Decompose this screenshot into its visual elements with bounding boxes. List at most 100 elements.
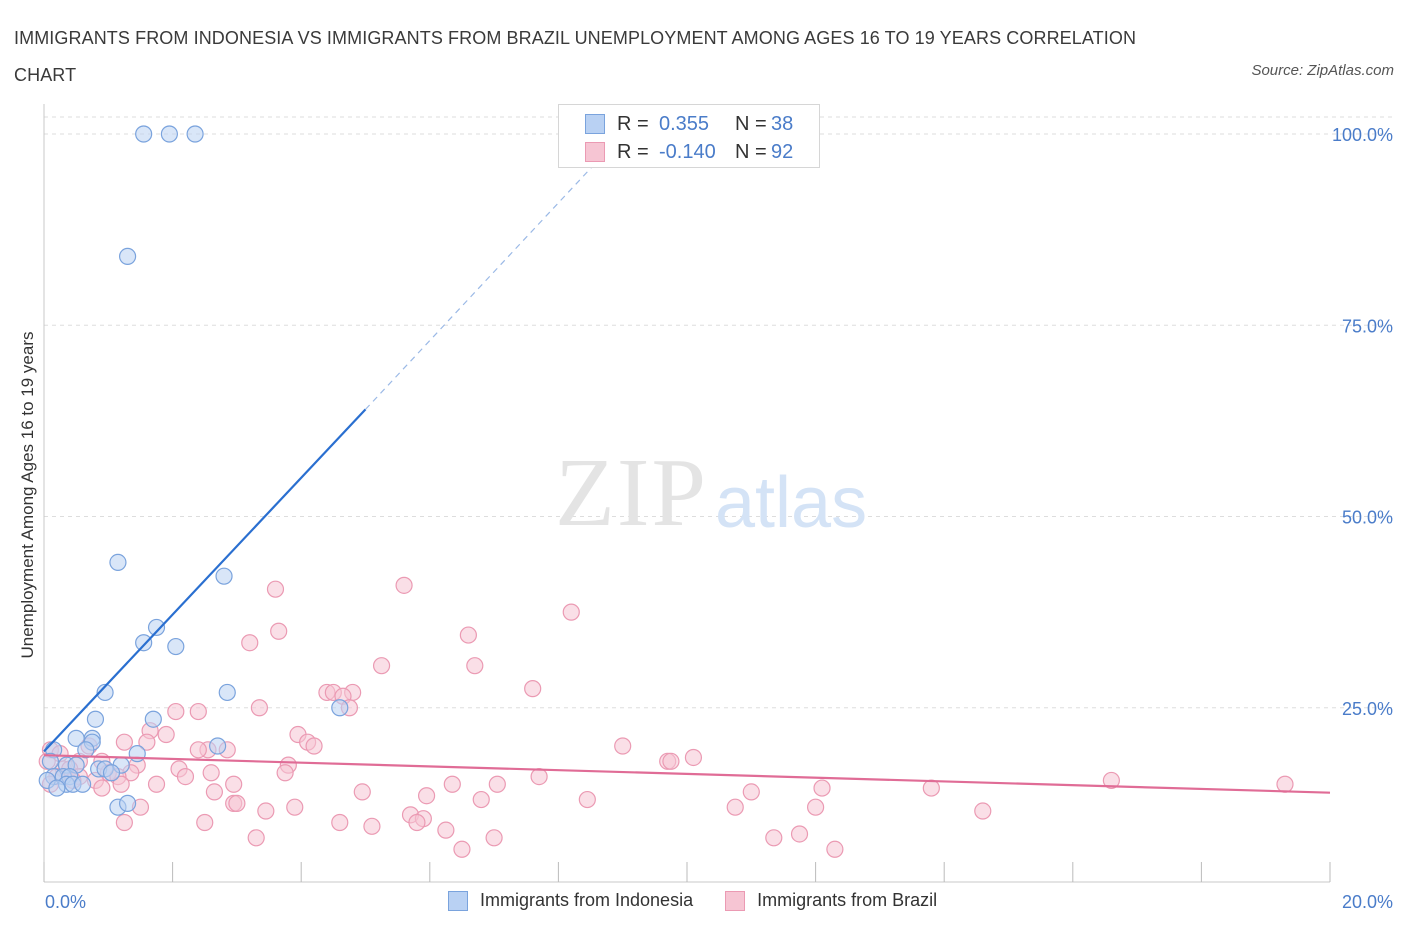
indonesia-point <box>135 634 153 652</box>
indonesia-trend-line <box>43 408 367 753</box>
indonesia-point <box>77 741 95 759</box>
brazil-point <box>488 775 506 793</box>
indonesia-point <box>160 125 178 143</box>
brazil-point <box>157 725 175 744</box>
chart-title: IMMIGRANTS FROM INDONESIA VS IMMIGRANTS … <box>14 28 1137 85</box>
watermark: ZIP atlas <box>555 439 867 547</box>
r-label: R = <box>617 112 649 135</box>
indonesia-point <box>109 553 127 572</box>
n-label: N = <box>735 112 767 135</box>
indonesia-point <box>218 683 236 702</box>
indonesia-legend-swatch <box>448 890 468 911</box>
indonesia-point <box>135 125 153 143</box>
brazil-point <box>353 783 371 801</box>
brazil-point <box>363 817 381 835</box>
brazil-point <box>93 779 111 797</box>
brazil-point <box>202 764 220 782</box>
indonesia-point <box>128 745 146 763</box>
brazil-point <box>189 741 207 759</box>
brazil-point <box>765 829 783 847</box>
x-tick-label: 0.0% <box>45 892 86 912</box>
y-axis-label: Unemployment Among Ages 16 to 19 years <box>18 331 37 659</box>
brazil-point <box>115 813 133 832</box>
brazil-point <box>530 767 548 786</box>
brazil-point <box>459 626 477 644</box>
brazil-point <box>614 737 632 755</box>
brazil-point <box>408 813 426 832</box>
brazil-point <box>437 821 455 839</box>
indonesia-point <box>215 567 233 585</box>
indonesia-point <box>102 764 121 782</box>
brazil-point <box>228 794 246 812</box>
y-tick-label: 75.0% <box>1342 316 1393 336</box>
n-value: 38 <box>771 112 794 135</box>
brazil-point <box>276 764 294 782</box>
brazil-point <box>453 840 471 858</box>
indonesia-swatch <box>585 114 605 134</box>
indonesia-point <box>147 618 166 637</box>
indonesia-point <box>96 683 114 702</box>
brazil-point <box>138 733 156 751</box>
brazil-point <box>1102 771 1120 790</box>
indonesia-point <box>86 710 105 728</box>
legend-item-indonesia: Immigrants from Indonesia <box>448 890 693 911</box>
brazil-legend-swatch <box>725 890 746 911</box>
brazil-point <box>167 702 185 721</box>
brazil-point <box>189 702 207 721</box>
brazil-point <box>147 775 166 793</box>
brazil-point <box>286 798 304 816</box>
indonesia-trend-extension <box>365 133 624 410</box>
stats-row-indonesia: R = 0.355 N = 38 <box>585 111 793 137</box>
stats-legend: R = 0.355 N = 38 R = -0.140 N = 92 <box>558 104 820 168</box>
brazil-points <box>38 576 1294 858</box>
indonesia-point <box>331 699 349 717</box>
brazil-point <box>395 576 413 594</box>
indonesia-point <box>73 775 92 793</box>
brazil-point <box>225 775 243 793</box>
r-value: 0.355 <box>659 112 710 135</box>
x-tick-label: 20.0% <box>1342 892 1393 912</box>
indonesia-point <box>118 794 137 812</box>
source-label: Source: ZipAtlas.com <box>1251 62 1394 79</box>
legend-item-brazil: Immigrants from Brazil <box>725 890 937 911</box>
brazil-legend-label: Immigrants from Brazil <box>757 890 938 910</box>
indonesia-points <box>38 125 349 816</box>
y-tick-label: 100.0% <box>1332 125 1393 145</box>
brazil-point <box>241 634 259 652</box>
brazil-point <box>250 699 269 717</box>
brazil-point <box>578 790 596 809</box>
brazil-point <box>176 767 195 786</box>
brazil-point <box>266 580 285 598</box>
brazil-point <box>466 657 484 675</box>
indonesia-point <box>186 125 204 143</box>
brazil-point <box>257 802 275 820</box>
brazil-point <box>562 603 580 621</box>
brazil-point <box>790 825 809 843</box>
brazil-point <box>813 779 831 797</box>
y-tick-label: 25.0% <box>1342 699 1393 719</box>
y-tick-label: 50.0% <box>1342 508 1393 528</box>
tick-labels: 25.0% 50.0% 75.0% 100.0% 0.0% 20.0% <box>45 125 1393 912</box>
brazil-point <box>372 657 391 675</box>
trend-lines <box>43 133 1331 794</box>
brazil-point <box>742 783 760 801</box>
brazil-point <box>112 775 130 793</box>
brazil-point <box>247 829 265 847</box>
brazil-point <box>115 733 133 751</box>
n-label: N = <box>735 140 767 163</box>
watermark-atlas: atlas <box>715 463 867 543</box>
n-value: 92 <box>771 140 794 163</box>
brazil-point <box>472 790 490 809</box>
indonesia-point <box>167 637 185 656</box>
brazil-point <box>443 775 461 793</box>
brazil-point <box>196 813 214 832</box>
series-legend: Immigrants from Indonesia Immigrants fro… <box>448 890 969 911</box>
brazil-point <box>662 752 680 770</box>
brazil-point <box>826 840 844 858</box>
indonesia-point <box>209 737 227 755</box>
watermark-zip: ZIP <box>555 439 708 547</box>
brazil-point <box>524 680 542 698</box>
brazil-point <box>684 748 703 767</box>
brazil-point <box>726 798 744 816</box>
